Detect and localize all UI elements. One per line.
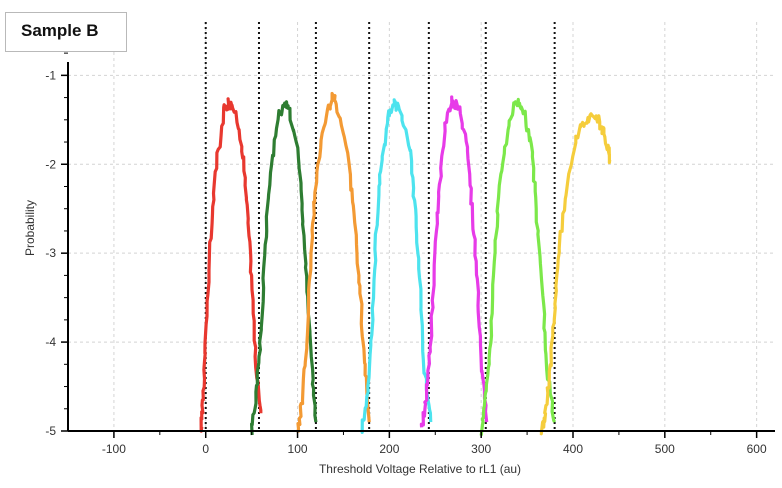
axes-layer: [61, 30, 775, 438]
x-tick-label: 600: [747, 442, 767, 456]
x-tick-label: 500: [655, 442, 675, 456]
y-tick-label: -3: [45, 246, 56, 260]
series-line: [419, 95, 489, 428]
y-tick-label: -5: [45, 424, 56, 438]
series-line: [250, 100, 318, 436]
series-line: [360, 98, 433, 434]
x-tick-label: 400: [563, 442, 583, 456]
sample-label: Sample B: [21, 21, 99, 40]
y-tick-label: -1: [45, 68, 56, 82]
x-tick-label: 300: [471, 442, 491, 456]
y-tick-label: -4: [45, 335, 56, 349]
x-tick-label: 0: [202, 442, 209, 456]
x-tick-label: 200: [379, 442, 399, 456]
series-line: [199, 97, 263, 433]
y-tick-label: -2: [45, 157, 56, 171]
series-line: [539, 112, 612, 436]
series-line: [479, 97, 557, 436]
x-axis-label: Threshold Voltage Relative to rL1 (au): [319, 462, 521, 476]
y-axis-label: Probability: [23, 200, 37, 256]
sample-label-box: Sample B: [5, 12, 127, 52]
series-layer: [199, 91, 612, 436]
grid-layer: [68, 22, 775, 432]
tick-labels: -100 0 100 200 300 400 500 600 -1 -2 -3 -4 -5: [45, 68, 767, 456]
x-tick-label: -100: [102, 442, 126, 456]
series-line: [296, 91, 371, 433]
x-tick-label: 100: [288, 442, 308, 456]
